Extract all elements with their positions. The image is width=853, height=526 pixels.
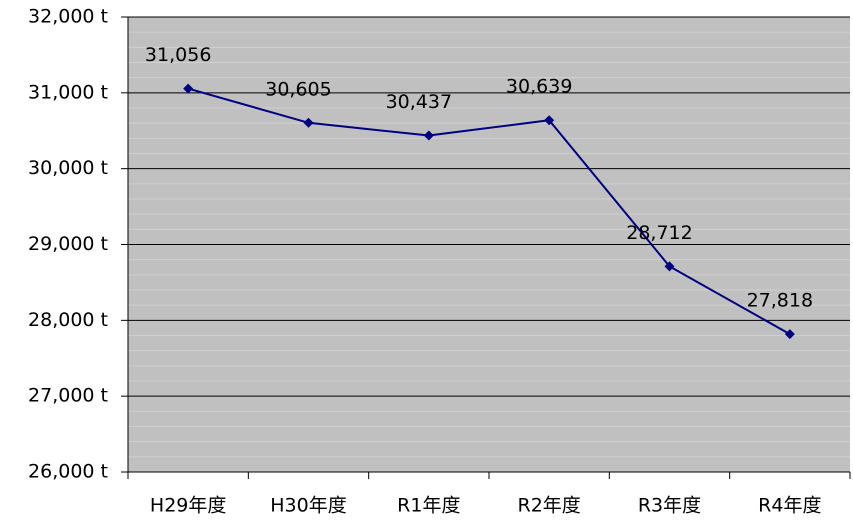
- data-label: 28,712: [626, 222, 692, 244]
- x-tick-label: H29年度: [150, 495, 226, 517]
- x-tick-label: H30年度: [270, 495, 346, 517]
- point-marker: [544, 115, 555, 126]
- data-label: 30,639: [506, 76, 572, 98]
- y-tick-label: 27,000 t: [28, 385, 108, 407]
- y-tick-label: 28,000 t: [28, 309, 108, 331]
- y-tick-label: 32,000 t: [28, 6, 108, 28]
- data-label: 31,056: [145, 44, 211, 66]
- point-marker: [183, 83, 194, 94]
- x-tick-label: R2年度: [518, 495, 581, 517]
- x-tick-label: R4年度: [758, 495, 821, 517]
- point-marker: [303, 117, 314, 128]
- series-line: [187, 87, 791, 336]
- data-label: 30,605: [265, 78, 331, 100]
- point-marker: [664, 261, 675, 272]
- point-marker: [423, 130, 434, 141]
- data-label: 27,818: [747, 290, 813, 312]
- x-tick-label: R3年度: [638, 495, 701, 517]
- y-tick-label: 31,000 t: [28, 81, 108, 103]
- point-marker: [784, 329, 795, 340]
- x-tick-label: R1年度: [397, 495, 460, 517]
- y-tick-label: 29,000 t: [28, 233, 108, 255]
- data-label: 30,437: [386, 91, 452, 113]
- y-tick-label: 26,000 t: [28, 461, 108, 483]
- y-tick-label: 30,000 t: [28, 157, 108, 179]
